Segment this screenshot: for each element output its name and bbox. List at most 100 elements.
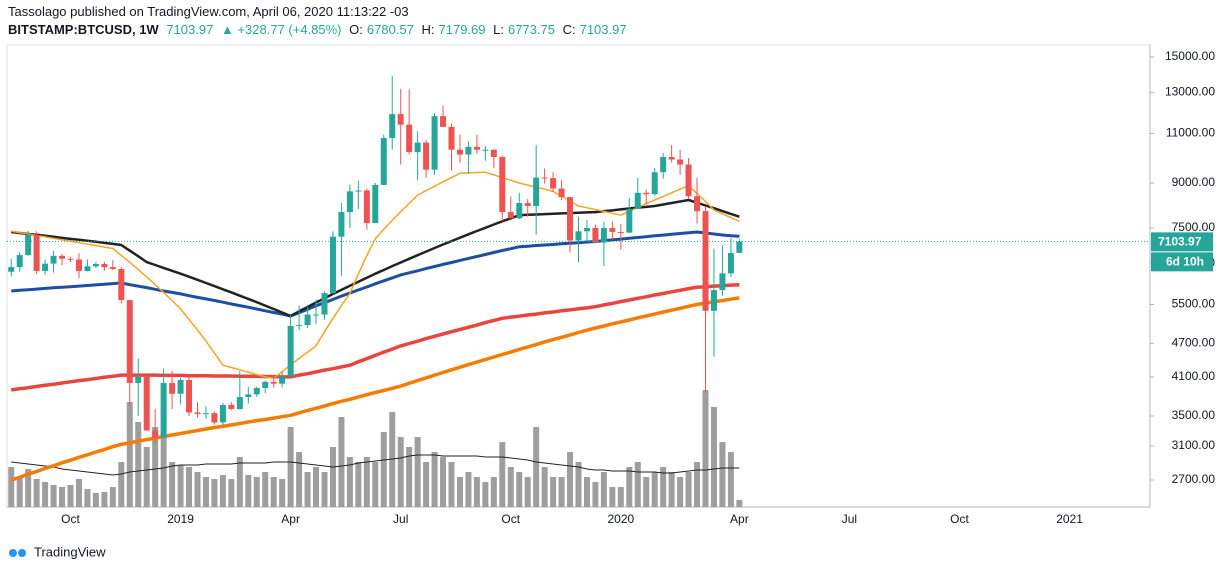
symbol[interactable]: BITSTAMP:BTCUSD, 1W: [8, 22, 159, 37]
candle-body: [194, 412, 201, 414]
candle-body: [448, 126, 455, 150]
volume-bar: [380, 432, 387, 507]
candle-body: [372, 184, 379, 224]
volume-bar: [575, 462, 582, 507]
candle-body: [397, 114, 404, 125]
volume-bar: [135, 422, 142, 507]
candle-body: [16, 255, 23, 268]
ma-line: [11, 230, 740, 318]
volume-bar: [186, 467, 193, 507]
brand-logo[interactable]: TradingView: [9, 544, 106, 559]
x-tick-label: 2020: [607, 512, 634, 526]
volume-bar: [75, 479, 82, 507]
y-tick-label: 13000.00: [1165, 84, 1215, 98]
ma-layer: [10, 171, 740, 482]
volume-bar: [355, 462, 362, 507]
candle-body: [575, 231, 582, 241]
candle-body: [440, 116, 447, 127]
candle-body: [516, 202, 523, 219]
candle-body: [211, 413, 218, 423]
volume-bar: [16, 477, 23, 507]
candle-body: [143, 376, 150, 431]
candle-body: [524, 202, 531, 206]
candle-body: [84, 266, 91, 271]
y-tick-label: 11000.00: [1166, 126, 1215, 140]
volume-bar: [25, 469, 32, 507]
volume-bar: [694, 462, 701, 507]
volume-bar: [42, 482, 49, 507]
candle-body: [228, 404, 235, 410]
symbol-info: BITSTAMP:BTCUSD, 1W 7103.97 ▲ +328.77 (+…: [8, 22, 631, 37]
candle-body: [736, 241, 743, 253]
candle-body: [296, 325, 303, 327]
volume-bar: [143, 447, 150, 507]
candle-layer: [8, 76, 743, 444]
candle-body: [253, 388, 260, 395]
volume-bar: [609, 487, 616, 507]
volume-bar: [67, 485, 74, 507]
volume-bar: [524, 477, 531, 507]
volume-bar: [262, 472, 269, 507]
volume-ma-line: [11, 454, 740, 476]
volume-bar: [736, 500, 743, 507]
volume-bar: [287, 427, 294, 507]
logo-mark: [18, 549, 26, 557]
last-price: 7103.97: [166, 22, 214, 37]
candle-body: [626, 208, 633, 233]
candle-body: [355, 190, 362, 192]
y-tick-label: 5500.00: [1172, 297, 1216, 311]
volume-bar: [668, 472, 675, 507]
volume-bar: [8, 467, 15, 507]
candle-body: [380, 138, 387, 185]
volume-bar: [702, 390, 709, 507]
x-tick-label: Apr: [281, 512, 300, 526]
candle-body: [279, 376, 286, 384]
volume-bar: [626, 467, 633, 507]
volume-bar: [245, 475, 252, 507]
volume-bar: [363, 457, 370, 507]
candle-body: [8, 267, 15, 272]
candle-body: [490, 149, 497, 158]
candle-body: [634, 192, 641, 209]
volume-bar: [59, 487, 66, 507]
price-change: ▲ +328.77 (+4.85%): [220, 22, 342, 37]
volume-bar: [406, 447, 413, 507]
candle-body: [152, 430, 159, 439]
candle-body: [126, 300, 133, 384]
volume-bar: [448, 462, 455, 507]
candle-body: [270, 381, 277, 384]
volume-bar: [643, 477, 650, 507]
volume-bar: [414, 437, 421, 507]
ma-line: [10, 296, 740, 482]
y-tick-label: 3100.00: [1172, 438, 1216, 452]
volume-bar: [313, 467, 320, 507]
x-tick-label: Jul: [842, 512, 857, 526]
volume-bar: [490, 477, 497, 507]
candle-body: [719, 273, 726, 291]
candle-body: [236, 396, 243, 410]
candle-body: [541, 177, 548, 179]
candle-body: [135, 376, 142, 384]
brand-name[interactable]: TradingView: [34, 544, 106, 559]
last-price-box: [1151, 232, 1213, 252]
candle-body: [406, 124, 413, 153]
ohlc-prefix: C:: [562, 22, 576, 37]
x-tick-label: Apr: [730, 512, 749, 526]
candle-body: [685, 164, 692, 197]
volume-bar: [84, 489, 91, 507]
candle-body: [507, 212, 514, 219]
ohlc-prefix: H:: [421, 22, 435, 37]
candle-body: [109, 267, 116, 270]
x-tick-label: 2021: [1056, 512, 1083, 526]
x-tick-label: Oct: [61, 512, 80, 526]
candle-body: [389, 114, 396, 139]
candle-body: [101, 264, 108, 268]
candle-body: [423, 142, 430, 170]
candle-body: [329, 236, 336, 294]
candle-body: [219, 404, 226, 423]
y-tick-label: 4100.00: [1172, 369, 1216, 383]
volume-bar: [440, 457, 447, 507]
volume-layer: [8, 390, 743, 507]
publish-info: Tassolago published on TradingView.com, …: [8, 4, 409, 19]
candle-body: [694, 196, 701, 212]
